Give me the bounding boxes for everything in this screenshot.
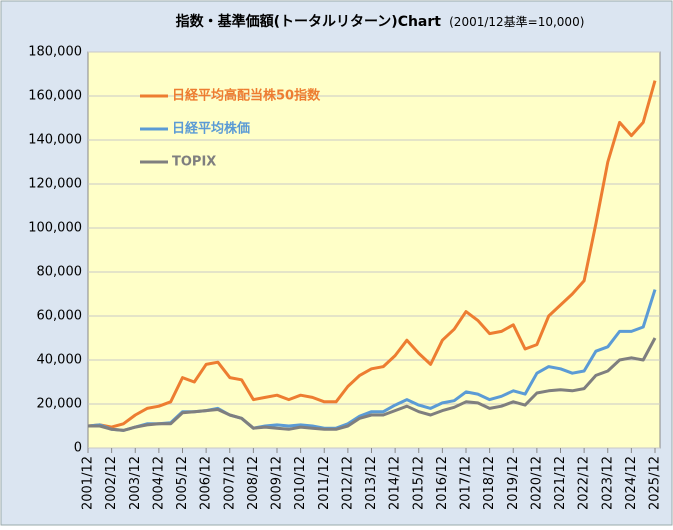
y-tick-label: 80,000: [37, 265, 83, 280]
y-tick-label: 60,000: [37, 309, 83, 324]
x-tick-label: 2001/12: [81, 456, 96, 510]
x-tick-label: 2013/12: [364, 456, 379, 510]
x-tick-label: 2004/12: [151, 456, 166, 510]
y-tick-label: 120,000: [28, 177, 82, 192]
x-tick-label: 2015/12: [411, 456, 426, 510]
series-line: [88, 337, 657, 432]
x-tick-label: 2002/12: [104, 456, 119, 510]
legend-label: TOPIX: [172, 155, 216, 170]
x-tick-label: 2010/12: [293, 456, 308, 510]
chart-subtitle: (2001/12基準=10,000): [449, 14, 584, 29]
x-tick-label: 2006/12: [199, 456, 214, 510]
x-tick-label: 2017/12: [459, 456, 474, 510]
x-tick-label: 2020/12: [529, 456, 544, 510]
y-tick-label: 180,000: [28, 45, 82, 60]
y-tick-label: 0: [74, 441, 82, 456]
x-tick-label: 2008/12: [246, 456, 261, 510]
x-tick-label: 2011/12: [317, 456, 332, 510]
legend-label: 日経平均高配当株50指数: [172, 88, 321, 104]
legend-label: 日経平均株価: [172, 121, 250, 137]
x-tick-label: 2022/12: [577, 456, 592, 510]
series-line: [87, 80, 657, 429]
plot-area: [87, 51, 661, 449]
x-tick-label: 2024/12: [624, 456, 639, 510]
y-tick-label: 40,000: [37, 353, 83, 368]
x-tick-label: 2009/12: [270, 456, 285, 510]
x-tick-label: 2023/12: [600, 456, 615, 510]
x-tick-label: 2019/12: [506, 456, 521, 510]
x-tick-label: 2005/12: [175, 456, 190, 510]
x-tick-label: 2007/12: [222, 456, 237, 510]
x-tick-label: 2012/12: [340, 456, 355, 510]
x-tick-label: 2003/12: [128, 456, 143, 510]
chart-heading: 指数・基準価額(トータルリターン)Chart (2001/12基準=10,000…: [176, 13, 585, 30]
y-tick-label: 20,000: [37, 397, 83, 412]
x-tick-label: 2018/12: [482, 456, 497, 510]
x-tick-label: 2021/12: [553, 456, 568, 510]
x-tick-label: 2025/12: [648, 456, 663, 510]
y-tick-label: 140,000: [28, 133, 82, 148]
y-tick-label: 100,000: [28, 221, 82, 236]
y-tick-label: 160,000: [28, 89, 82, 104]
chart-title: 指数・基準価額(トータルリターン)Chart: [176, 13, 442, 30]
x-tick-label: 2014/12: [388, 456, 403, 510]
x-tick-label: 2016/12: [435, 456, 450, 510]
